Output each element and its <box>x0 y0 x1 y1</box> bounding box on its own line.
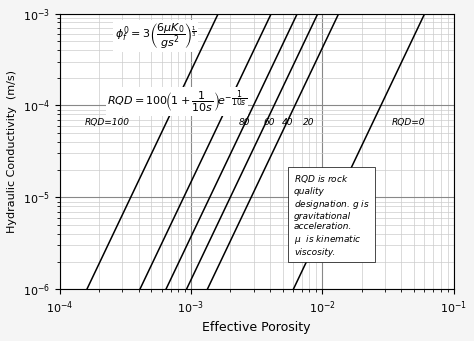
X-axis label: Effective Porosity: Effective Porosity <box>202 321 311 334</box>
Text: $\phi_f^0 = 3\left(\dfrac{6\mu K_0}{gs^2}\right)^{\!\frac{1}{3}}$: $\phi_f^0 = 3\left(\dfrac{6\mu K_0}{gs^2… <box>115 22 196 51</box>
Y-axis label: Hydraulic Conductivity  (m/s): Hydraulic Conductivity (m/s) <box>7 70 17 233</box>
Text: RQD=100: RQD=100 <box>84 118 129 127</box>
Text: 40: 40 <box>282 118 293 127</box>
Text: $RQD$ is rock
quality
designation. $g$ is
gravitational
acceleration.
$\mu$  is : $RQD$ is rock quality designation. $g$ i… <box>294 174 370 257</box>
Text: 80: 80 <box>238 118 250 127</box>
Text: RQD=0: RQD=0 <box>392 118 426 127</box>
Text: 20: 20 <box>303 118 314 127</box>
Text: 60: 60 <box>263 118 274 127</box>
Text: $RQD = 100\!\left(1+\dfrac{1}{10s}\right)\!e^{-\dfrac{1}{10s}}$: $RQD = 100\!\left(1+\dfrac{1}{10s}\right… <box>107 88 247 115</box>
